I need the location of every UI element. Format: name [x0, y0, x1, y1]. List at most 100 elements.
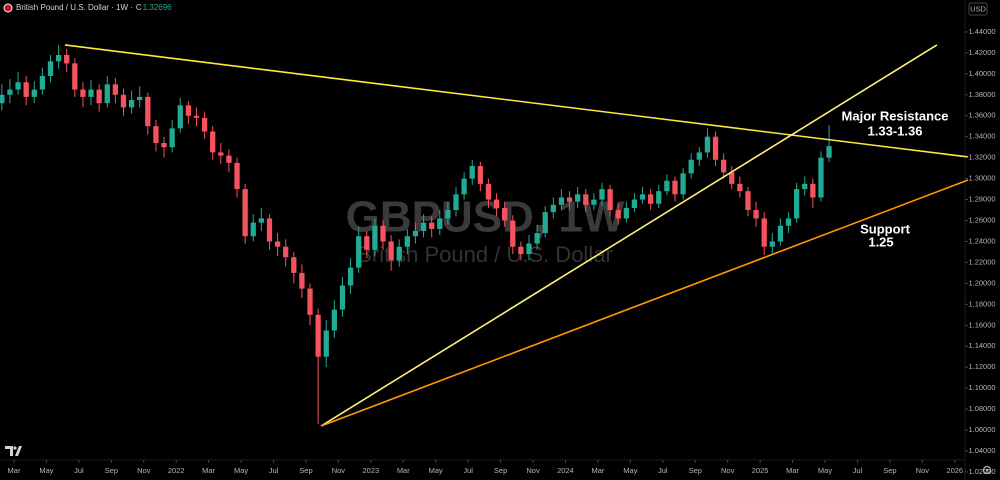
x-tick-label: Sep [883, 466, 896, 475]
y-tick-label: 1.44000 [968, 27, 995, 36]
x-tick-label: Nov [526, 466, 540, 475]
candle-body [753, 210, 759, 219]
watermark-title: GBPUSD, 1W [346, 193, 625, 242]
candle-body [356, 236, 362, 268]
candle-body [266, 218, 273, 242]
currency-button[interactable] [968, 2, 988, 16]
candle-body [477, 166, 483, 184]
settings-icon[interactable] [982, 465, 992, 475]
x-tick-label: 2025 [752, 466, 769, 475]
x-tick-label: Sep [689, 466, 702, 475]
x-tick-label: Jul [74, 466, 84, 475]
x-tick-label: 2026 [946, 466, 963, 475]
candle-body [558, 197, 565, 205]
x-tick-label: Nov [916, 466, 930, 475]
y-tick-label: 1.08000 [968, 404, 995, 413]
candle-body [404, 236, 410, 247]
candle-body [185, 105, 192, 116]
x-tick-label: Nov [721, 466, 735, 475]
candle-body [0, 94, 5, 104]
x-tick-label: Nov [332, 466, 346, 475]
candle-body [542, 212, 548, 234]
x-tick-label: Sep [494, 466, 507, 475]
candle-body [648, 194, 654, 204]
y-tick-label: 1.38000 [968, 90, 995, 99]
gear-center[interactable] [985, 468, 989, 472]
logo-dot [13, 446, 17, 450]
candle-body [510, 220, 516, 247]
candle-body [242, 189, 248, 237]
candle-body [145, 96, 151, 127]
candle-body [737, 183, 743, 192]
candle-body [688, 159, 694, 174]
candle-body [493, 199, 500, 208]
x-tick-label: May [623, 466, 637, 475]
candle-body [526, 243, 532, 255]
candle-body [502, 207, 508, 221]
annotation: Support [860, 221, 910, 236]
x-tick-label: Sep [299, 466, 312, 475]
x-tick-label: Jul [853, 466, 863, 475]
candle-body [583, 194, 589, 205]
candle-body [388, 241, 394, 261]
candle-body [461, 178, 467, 195]
candle-body [437, 218, 443, 229]
candle-body [234, 162, 240, 190]
gear[interactable] [982, 465, 992, 475]
candle-body [31, 89, 37, 97]
candle-body [550, 204, 556, 213]
trendline [64, 44, 969, 158]
currency-label[interactable]: USD [970, 4, 986, 13]
y-tick-label: 1.40000 [968, 69, 995, 78]
candle-body [639, 194, 646, 200]
candle-body [153, 126, 159, 143]
candle-body [802, 183, 808, 190]
candle-body [128, 100, 135, 108]
symbol-name[interactable]: British Pound / U.S. Dollar · 1W · [16, 3, 133, 12]
candle-body [631, 199, 638, 208]
x-tick-label: May [39, 466, 53, 475]
candle-body [429, 222, 435, 229]
candle-body [469, 166, 475, 179]
candle-body [226, 155, 232, 163]
candle-body [218, 152, 224, 156]
annotation: Major Resistance [842, 108, 949, 123]
candle-body [534, 233, 540, 244]
watermark-subtitle: British Pound / U.S. Dollar [357, 242, 613, 267]
candle-body [793, 189, 800, 219]
candle-body [88, 89, 94, 97]
candle-body [291, 257, 297, 273]
candle-body [47, 61, 54, 76]
candle-body [485, 183, 492, 200]
candle-body [518, 246, 524, 255]
x-tick-label: Nov [137, 466, 151, 475]
x-tick-label: May [818, 466, 832, 475]
candle-body [104, 84, 110, 104]
x-tick-label: Jul [463, 466, 473, 475]
y-tick-label: 1.04000 [968, 446, 995, 455]
candle-body [623, 207, 629, 219]
annotation: 1.25 [868, 234, 893, 249]
candle-body [64, 54, 70, 64]
candle-body [169, 128, 175, 148]
candle-body [112, 84, 119, 95]
candle-body [372, 225, 378, 250]
candle-body [672, 180, 678, 195]
candle-body [299, 272, 305, 289]
candle-body [210, 131, 216, 153]
y-tick-label: 1.28000 [968, 195, 995, 204]
candle-body [80, 89, 86, 97]
x-tick-label: Mar [591, 466, 604, 475]
x-tick-label: Mar [202, 466, 215, 475]
close-label: C [136, 3, 142, 12]
y-tick-label: 1.34000 [968, 132, 995, 141]
candle-body [826, 146, 832, 158]
y-tick-label: 1.18000 [968, 299, 995, 308]
candle-body [591, 199, 597, 205]
annotation: 1.33-1.36 [868, 123, 923, 138]
candle-body [39, 75, 46, 90]
candle-body [664, 180, 670, 192]
x-tick-label: May [429, 466, 443, 475]
